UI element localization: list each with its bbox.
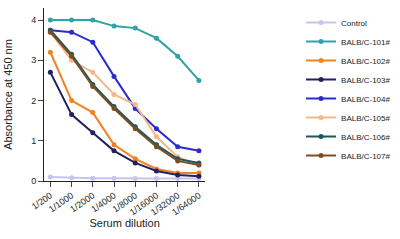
svg-text:Control: Control: [341, 19, 367, 28]
svg-text:1/64000: 1/64000: [170, 190, 202, 217]
svg-text:BALB/C-104#: BALB/C-104#: [341, 95, 390, 104]
svg-text:1/4000: 1/4000: [89, 190, 117, 214]
svg-text:3: 3: [31, 55, 36, 65]
svg-text:1/16000: 1/16000: [128, 190, 160, 217]
svg-text:BALB/C-107#: BALB/C-107#: [341, 152, 390, 161]
svg-text:Absorbance at 450 nm: Absorbance at 450 nm: [2, 39, 14, 150]
svg-text:BALB/C-106#: BALB/C-106#: [341, 133, 390, 142]
svg-text:BALB/C-105#: BALB/C-105#: [341, 114, 390, 123]
svg-text:0: 0: [31, 176, 36, 186]
svg-text:BALB/C-103#: BALB/C-103#: [341, 76, 390, 85]
svg-text:1/200: 1/200: [30, 190, 54, 211]
svg-text:1/1000: 1/1000: [47, 190, 75, 214]
svg-text:BALB/C-101#: BALB/C-101#: [341, 38, 390, 47]
svg-text:4: 4: [31, 15, 36, 25]
svg-text:1/8000: 1/8000: [111, 190, 139, 214]
svg-text:1: 1: [31, 136, 36, 146]
svg-text:1/32000: 1/32000: [149, 190, 181, 217]
svg-text:Serum dilution: Serum dilution: [89, 217, 159, 229]
svg-text:BALB/C-102#: BALB/C-102#: [341, 57, 390, 66]
svg-text:2: 2: [31, 96, 36, 106]
svg-text:1/2000: 1/2000: [68, 190, 96, 214]
